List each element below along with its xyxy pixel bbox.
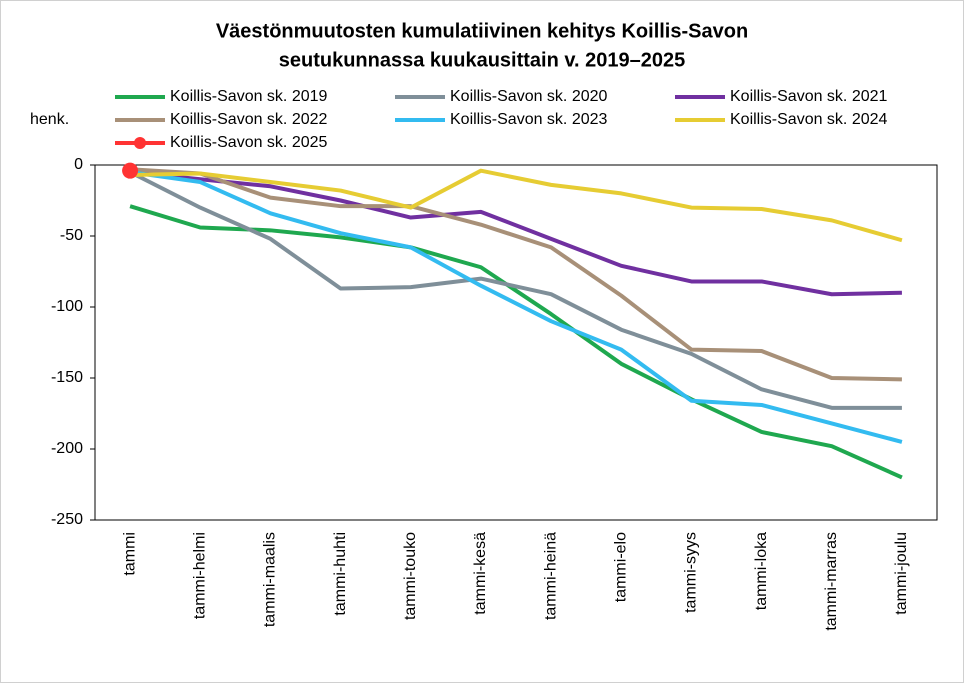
legend-label: Koillis-Savon sk. 2025 — [170, 134, 328, 151]
chart-title: Väestönmuutosten kumulatiivinen kehitys … — [216, 20, 748, 42]
x-tick-label: tammi-elo — [612, 532, 629, 602]
x-tick-label: tammi-huhti — [332, 532, 349, 616]
x-tick-label: tammi-marras — [823, 532, 840, 631]
y-tick-label: -100 — [51, 298, 83, 315]
x-tick-label: tammi — [121, 532, 138, 576]
x-tick-label: tammi-kesä — [472, 532, 489, 615]
x-tick-label: tammi-loka — [753, 532, 770, 610]
plot-area — [94, 164, 938, 521]
legend-label: Koillis-Savon sk. 2024 — [730, 111, 888, 128]
series-line — [129, 170, 902, 297]
legend-label: Koillis-Savon sk. 2019 — [170, 88, 328, 105]
series-line — [129, 170, 902, 410]
chart-title: seutukunnassa kuukausittain v. 2019–2025 — [279, 49, 686, 71]
series-line — [129, 204, 903, 480]
x-tick-label: tammi-helmi — [191, 532, 208, 619]
x-tick-label: tammi-touko — [402, 532, 419, 620]
x-tick-label: tammi-syys — [683, 532, 700, 613]
series-line — [129, 167, 902, 382]
legend-label: Koillis-Savon sk. 2022 — [170, 111, 328, 128]
point-marker — [122, 162, 139, 179]
y-tick-label: -150 — [51, 369, 83, 386]
y-axis-label: henk. — [30, 111, 69, 128]
series-line — [129, 170, 903, 444]
legend-label: Koillis-Savon sk. 2023 — [450, 111, 608, 128]
y-tick-label: -50 — [60, 227, 83, 244]
y-tick-label: -250 — [51, 511, 83, 528]
legend-label: Koillis-Savon sk. 2021 — [730, 88, 888, 105]
legend-marker — [134, 137, 146, 149]
legend-label: Koillis-Savon sk. 2020 — [450, 88, 608, 105]
series-line — [130, 168, 903, 243]
x-tick-label: tammi-maalis — [262, 532, 279, 627]
x-tick-label: tammi-heinä — [542, 532, 559, 620]
y-tick-label: -200 — [51, 440, 83, 457]
y-tick-label: 0 — [74, 156, 83, 173]
x-tick-label: tammi-joulu — [893, 532, 910, 615]
